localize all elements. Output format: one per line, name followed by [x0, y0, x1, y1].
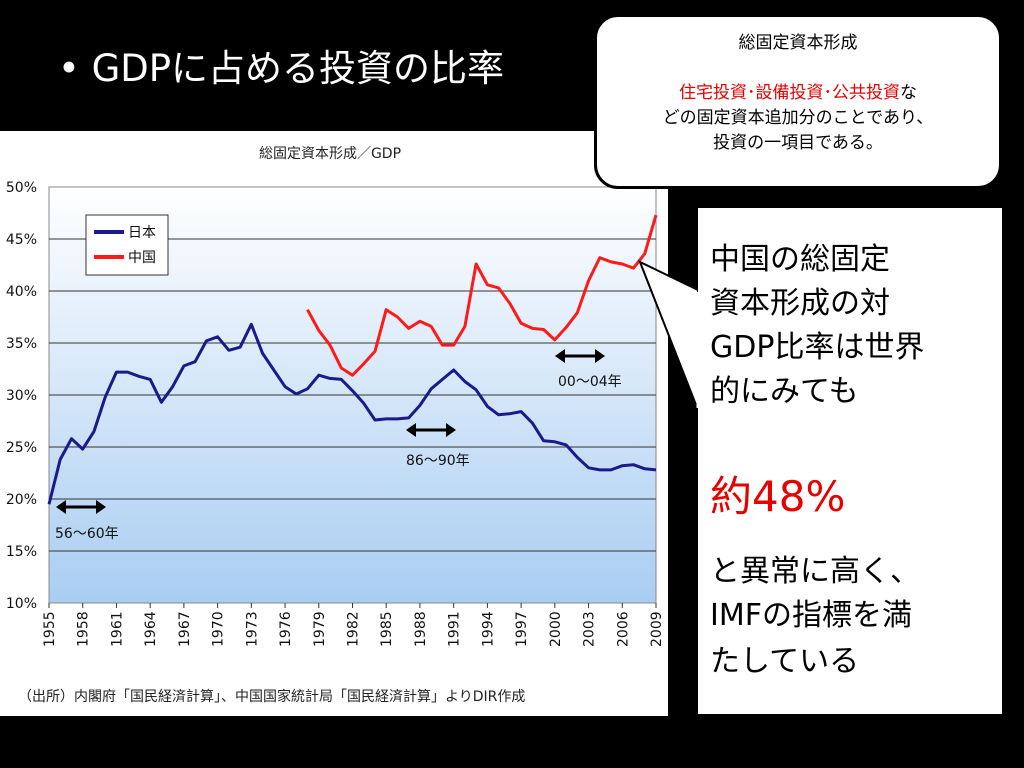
x-tick-label: 1982: [346, 611, 362, 647]
period-arrow-56-60: [56, 500, 106, 514]
x-tick-label: 1964: [143, 611, 159, 647]
slide-title: • GDPに占める投資の比率: [58, 47, 505, 90]
definition-callout: 総固定資本形成 住宅投資･設備投資･公共投資な どの固定資本追加分のことであり、…: [594, 14, 1002, 189]
x-tick-label: 2000: [548, 611, 564, 647]
y-tick-label: 25%: [6, 440, 37, 456]
chart-title: 総固定資本形成／GDP: [259, 146, 401, 162]
x-tick-label: 1958: [76, 611, 92, 647]
commentary-line-1: 中国の総固定: [710, 242, 890, 277]
callout-line-2: 住宅投資･設備投資･公共投資な: [597, 81, 999, 106]
y-tick-label: 40%: [6, 284, 37, 300]
commentary-line-4: 的にみても: [710, 374, 859, 409]
x-tick-label: 1970: [211, 611, 227, 647]
chart-source: （出所）内閣府「国民経済計算」、中国国家統計局「国民経済計算」よりDIR作成: [18, 688, 525, 705]
grid-lines: [49, 238, 656, 552]
chart-panel: 総固定資本形成／GDP 10% 15% 20% 25% 30% 35% 40% 45% 50% …: [0, 131, 668, 716]
series-line-china: [306, 214, 658, 377]
commentary-line-2: 資本形成の対: [710, 286, 890, 321]
y-tick-label: 10%: [6, 596, 37, 612]
period-annotations: 56～60年 86～90年 00～04年: [55, 349, 622, 542]
x-tick-label: 1973: [244, 611, 260, 647]
highlight-value: 約48%: [710, 472, 846, 521]
y-tick-label: 35%: [6, 336, 37, 352]
chart-legend: 日本 中国: [85, 214, 169, 276]
commentary-line-7: たしている: [710, 644, 860, 679]
line-chart: 総固定資本形成／GDP 10%15%20%25%30%35%40%45%50% …: [6, 146, 665, 705]
y-axis-labels: 10% 15% 20% 25% 30% 35% 40% 45% 50%: [6, 180, 37, 612]
x-tick-label: 1994: [480, 611, 496, 647]
x-tick-label: 1991: [447, 611, 463, 647]
legend-label-japan: 日本: [128, 225, 156, 241]
callout-line-2-tail: な: [900, 83, 917, 103]
x-tick-label: 1967: [177, 611, 193, 647]
x-tick-label: 1979: [312, 611, 328, 647]
x-tick-label: 1961: [109, 611, 125, 647]
x-tick-label: 1988: [413, 611, 429, 647]
commentary-line-5: と異常に高く、: [710, 554, 920, 589]
callout-line-3: どの固定資本追加分のことであり、: [662, 108, 934, 128]
series-lines: [47, 214, 658, 505]
y-tick-label: 20%: [6, 492, 37, 508]
x-tick-label: 2006: [615, 611, 631, 647]
x-tick-label: 1976: [278, 611, 294, 647]
x-tick-label: 2003: [582, 611, 598, 647]
commentary-box: 中国の総固定 資本形成の対 GDP比率は世界 的にみても 約48% と異常に高く…: [698, 208, 1002, 714]
y-tick-label: 15%: [6, 544, 37, 560]
period-label-86-90: 86～90年: [406, 453, 470, 469]
y-tick-label: 45%: [6, 232, 37, 248]
period-arrow-86-90: [406, 423, 456, 437]
x-tick-label: 1985: [379, 611, 395, 647]
y-tick-label: 30%: [6, 388, 37, 404]
x-tick-label: 2009: [649, 611, 665, 647]
period-arrow-00-04: [555, 349, 605, 363]
commentary-line-3: GDP比率は世界: [710, 330, 925, 365]
y-tick-label: 50%: [6, 180, 37, 196]
legend-box: [85, 214, 169, 276]
x-tick-label: 1955: [42, 611, 58, 647]
legend-label-china: 中国: [128, 250, 156, 266]
callout-red-text: 住宅投資･設備投資･公共投資: [679, 83, 900, 103]
period-label-56-60: 56～60年: [55, 526, 119, 542]
x-axis-labels: 1955 1958 1961 1964 1967 1970 1973 1976 1979 1982…: [42, 603, 665, 647]
callout-line-4: 投資の一項目である。: [713, 133, 883, 153]
callout-heading: 総固定資本形成: [738, 33, 858, 53]
commentary-line-6: IMFの指標を満: [710, 598, 912, 633]
series-line-japan: [47, 322, 657, 505]
period-label-00-04: 00～04年: [558, 374, 622, 390]
x-tick-label: 1997: [514, 611, 530, 647]
